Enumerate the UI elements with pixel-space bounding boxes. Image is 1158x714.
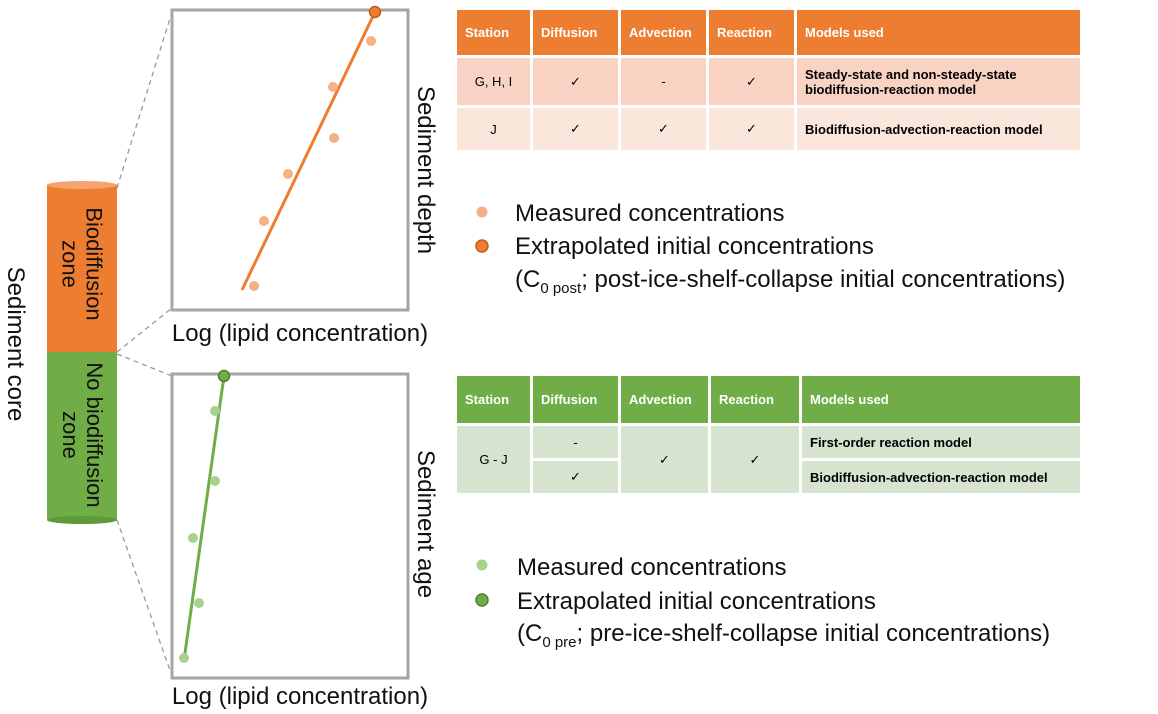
legend-note: (C0 post; post-ice-shelf-collapse initia…: [515, 266, 1065, 297]
header-cell: Advection: [620, 9, 708, 57]
note-subscript: 0 pre: [542, 634, 576, 651]
legend-text: Extrapolated initial concentrations: [515, 233, 874, 261]
legend-note: (C0 pre; pre-ice-shelf-collapse initial …: [517, 620, 1050, 651]
cell: Steady-state and non-steady-state biodif…: [796, 57, 1082, 107]
zone-label: No biodiffusion zone: [58, 351, 106, 519]
cell: ✓: [710, 425, 801, 495]
figure: Sediment core Biodiffusion zone No biodi…: [0, 0, 1158, 714]
axis-label: Sediment age: [411, 374, 439, 674]
core-label: Sediment core: [1, 194, 29, 494]
cell: ✓: [708, 107, 796, 152]
cell: First-order reaction model: [801, 425, 1082, 460]
axis-label: Log (lipid concentration): [150, 320, 450, 348]
axis-label: Log (lipid concentration): [150, 683, 450, 711]
legend-text: Extrapolated initial concentrations: [517, 588, 876, 616]
note-text: ; pre-ice-shelf-collapse initial concent…: [577, 620, 1051, 647]
fit-line: [184, 376, 224, 660]
initial-point: [370, 7, 381, 18]
header-cell: Models used: [801, 375, 1082, 425]
legend-dot: [477, 560, 488, 571]
cell: ✓: [532, 57, 620, 107]
header-cell: Advection: [620, 375, 710, 425]
cell: ✓: [708, 57, 796, 107]
cell: G - J: [456, 425, 532, 495]
legend-dot: [477, 207, 488, 218]
cell: G, H, I: [456, 57, 532, 107]
cell: -: [532, 425, 620, 460]
header-cell: Models used: [796, 9, 1082, 57]
header-cell: Reaction: [708, 9, 796, 57]
note-text: ; post-ice-shelf-collapse initial concen…: [581, 266, 1065, 293]
cell: J: [456, 107, 532, 152]
header-cell: Station: [456, 9, 532, 57]
points: [249, 36, 376, 291]
fit-line: [242, 12, 375, 290]
cell: -: [620, 57, 708, 107]
note-text: (C: [517, 620, 542, 647]
cell: ✓: [532, 460, 620, 495]
table: Station Diffusion Advection Reaction Mod…: [454, 7, 1083, 153]
cell: ✓: [620, 107, 708, 152]
header-cell: Reaction: [710, 375, 801, 425]
initial-point: [219, 371, 230, 382]
header-cell: Station: [456, 375, 532, 425]
legend-text: Measured concentrations: [515, 200, 784, 228]
plot-frame: [172, 10, 408, 310]
cell: Biodiffusion-advection-reaction model: [801, 460, 1082, 495]
axis-label: Sediment depth: [411, 20, 439, 320]
note-subscript: 0 post: [540, 280, 581, 297]
cell: ✓: [532, 107, 620, 152]
cell: ✓: [620, 425, 710, 495]
header-cell: Diffusion: [532, 9, 620, 57]
header-cell: Diffusion: [532, 375, 620, 425]
note-text: (C: [515, 266, 540, 293]
table: Station Diffusion Advection Reaction Mod…: [454, 373, 1083, 496]
legend-dot: [476, 240, 488, 252]
legend-dot: [476, 594, 488, 606]
zone-label: Biodiffusion zone: [58, 181, 106, 348]
plot-frame: [172, 374, 408, 678]
cell: Biodiffusion-advection-reaction model: [796, 107, 1082, 152]
legend-text: Measured concentrations: [517, 554, 786, 582]
